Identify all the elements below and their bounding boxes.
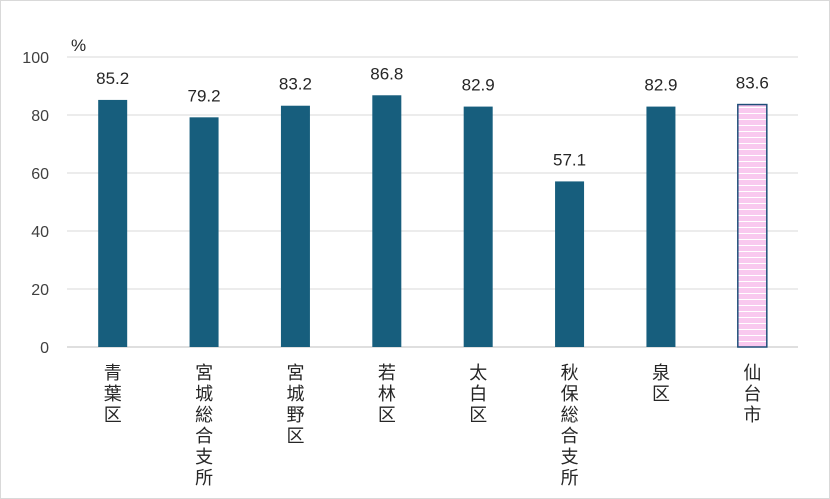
y-tick-label: 20 <box>31 282 49 299</box>
x-category-char: 城 <box>286 384 304 405</box>
x-category-char: 市 <box>743 405 761 426</box>
x-category-char: 青 <box>104 363 122 384</box>
x-category-char: 秋 <box>561 363 579 384</box>
data-label: 83.6 <box>736 74 769 93</box>
bars <box>98 95 768 348</box>
x-category-char: 総 <box>195 405 213 426</box>
bar-highlight <box>737 103 768 348</box>
x-category-char: 林 <box>378 384 396 405</box>
bar <box>646 106 676 347</box>
x-category-char: 所 <box>195 468 213 489</box>
x-category-char: 合 <box>561 426 579 447</box>
bar <box>98 99 128 347</box>
y-tick-label: 60 <box>31 166 49 183</box>
x-category-label: 青葉区 <box>104 363 122 426</box>
data-label: 57.1 <box>553 150 586 169</box>
data-label: 85.2 <box>96 69 129 88</box>
x-category-char: 区 <box>104 405 122 426</box>
x-category-char: 城 <box>195 384 213 405</box>
data-label: 86.8 <box>370 64 403 83</box>
x-category-char: 泉 <box>652 363 670 384</box>
data-label: 82.9 <box>644 76 677 95</box>
x-category-char: 支 <box>195 447 213 468</box>
x-category-char: 所 <box>561 468 579 489</box>
x-category-char: 支 <box>561 447 579 468</box>
y-tick-label: 80 <box>31 108 49 125</box>
x-category-label: 仙台市 <box>743 363 761 426</box>
x-category-char: 葉 <box>104 384 122 405</box>
y-tick-label: 0 <box>40 340 49 357</box>
y-tick-label: 40 <box>31 224 49 241</box>
x-category-char: 区 <box>652 384 670 405</box>
labels: 02040608010085.2青葉区79.2宮城総合支所83.2宮城野区86.… <box>22 50 769 489</box>
data-label: 83.2 <box>279 75 312 94</box>
bar <box>280 105 310 347</box>
y-axis-unit-label: % <box>71 36 86 55</box>
x-category-char: 仙 <box>743 363 761 384</box>
x-category-char: 合 <box>195 426 213 447</box>
x-category-char: 区 <box>286 426 304 447</box>
x-category-char: 野 <box>286 405 304 426</box>
x-category-char: 若 <box>378 363 396 384</box>
x-category-char: 区 <box>378 405 396 426</box>
x-category-label: 若林区 <box>378 363 396 426</box>
x-category-char: 宮 <box>195 363 213 384</box>
bar <box>555 181 585 347</box>
x-category-char: 保 <box>561 384 579 405</box>
x-category-char: 総 <box>561 405 579 426</box>
x-category-char: 区 <box>469 405 487 426</box>
x-category-label: 泉区 <box>652 363 670 405</box>
gridlines <box>67 56 798 348</box>
x-category-char: 太 <box>469 363 487 384</box>
bar <box>372 95 402 347</box>
bar <box>189 117 219 347</box>
data-label: 82.9 <box>462 76 495 95</box>
data-label: 79.2 <box>188 86 221 105</box>
y-tick-label: 100 <box>22 50 49 67</box>
x-category-char: 宮 <box>286 363 304 384</box>
x-category-label: 太白区 <box>469 363 487 426</box>
x-category-char: 台 <box>743 384 761 405</box>
bar <box>463 106 493 347</box>
x-category-char: 白 <box>469 384 487 405</box>
